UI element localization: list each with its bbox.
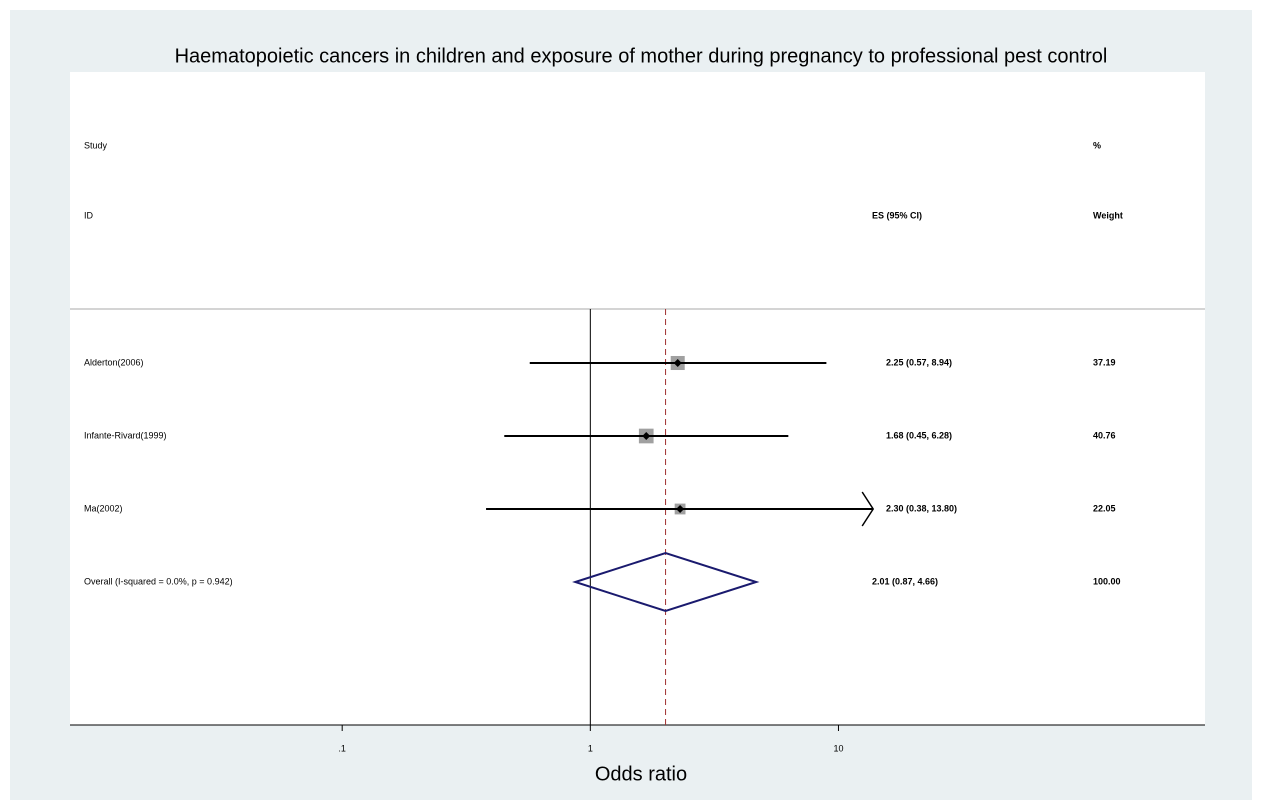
es-label: 1.68 (0.45, 6.28) [886, 430, 952, 440]
es-label: 2.25 (0.57, 8.94) [886, 357, 952, 367]
chart-title: Haematopoietic cancers in children and e… [175, 45, 1108, 67]
overall-diamond [572, 551, 760, 613]
study-name: Alderton(2006) [84, 357, 144, 367]
es-label: 2.30 (0.38, 13.80) [886, 503, 957, 513]
es-label: 2.01 (0.87, 4.66) [872, 576, 938, 586]
weight-label: 22.05 [1093, 503, 1116, 513]
point-estimate [673, 359, 682, 367]
x-axis-label: Odds ratio [595, 763, 687, 785]
weight-label: 37.19 [1093, 357, 1116, 367]
point-estimate [642, 432, 651, 440]
study-name: Infante-Rivard(1999) [84, 430, 167, 440]
plot-area [70, 72, 1205, 725]
ci-arrow [861, 491, 875, 527]
x-tick-label: .1 [338, 743, 346, 753]
column-header: ID [84, 210, 94, 220]
x-tick-label: 10 [833, 743, 843, 753]
point-estimate [676, 505, 685, 513]
column-header: ES (95% CI) [872, 210, 922, 220]
column-header: Weight [1093, 210, 1123, 220]
study-name: Overall (I-squared = 0.0%, p = 0.942) [84, 576, 233, 586]
weight-label: 40.76 [1093, 430, 1116, 440]
column-header: % [1093, 140, 1101, 150]
weight-label: 100.00 [1093, 576, 1121, 586]
study-name: Ma(2002) [84, 503, 123, 513]
x-tick-label: 1 [588, 743, 593, 753]
column-header: Study [84, 140, 108, 150]
